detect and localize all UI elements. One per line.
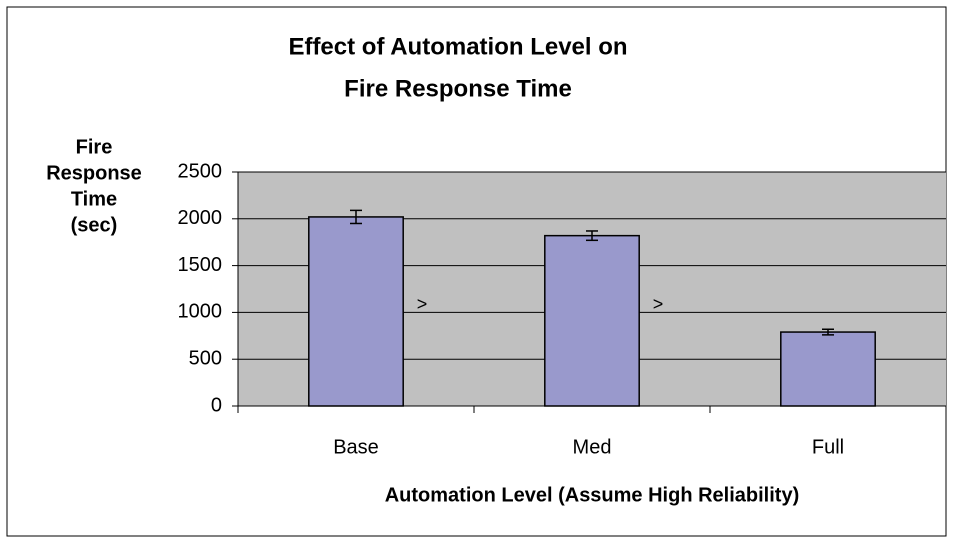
- annotation: >: [653, 294, 664, 314]
- x-axis-label: Automation Level (Assume High Reliabilit…: [385, 484, 800, 506]
- annotation: >: [417, 294, 428, 314]
- y-axis-label: Response: [46, 162, 142, 184]
- x-tick-label: Med: [573, 436, 612, 458]
- error-bar: [350, 209, 362, 225]
- y-tick-label: 0: [211, 394, 222, 416]
- y-axis-label: Time: [71, 188, 117, 210]
- y-tick-label: 1000: [178, 301, 223, 323]
- error-bar: [822, 328, 834, 336]
- y-tick-label: 500: [189, 347, 222, 369]
- y-axis-label: (sec): [71, 214, 118, 236]
- y-tick-label: 2000: [178, 207, 223, 229]
- x-tick-label: Full: [812, 436, 844, 458]
- y-tick-label: 2500: [178, 160, 223, 182]
- x-tick-label: Base: [333, 436, 379, 458]
- chart-title: Fire Response Time: [344, 75, 572, 102]
- chart-title: Effect of Automation Level on: [288, 33, 627, 60]
- error-bar: [586, 230, 598, 242]
- bar: [780, 331, 876, 407]
- y-axis-label: Fire: [76, 136, 113, 158]
- bar: [308, 216, 404, 407]
- y-tick-label: 1500: [178, 254, 223, 276]
- bar: [544, 234, 640, 407]
